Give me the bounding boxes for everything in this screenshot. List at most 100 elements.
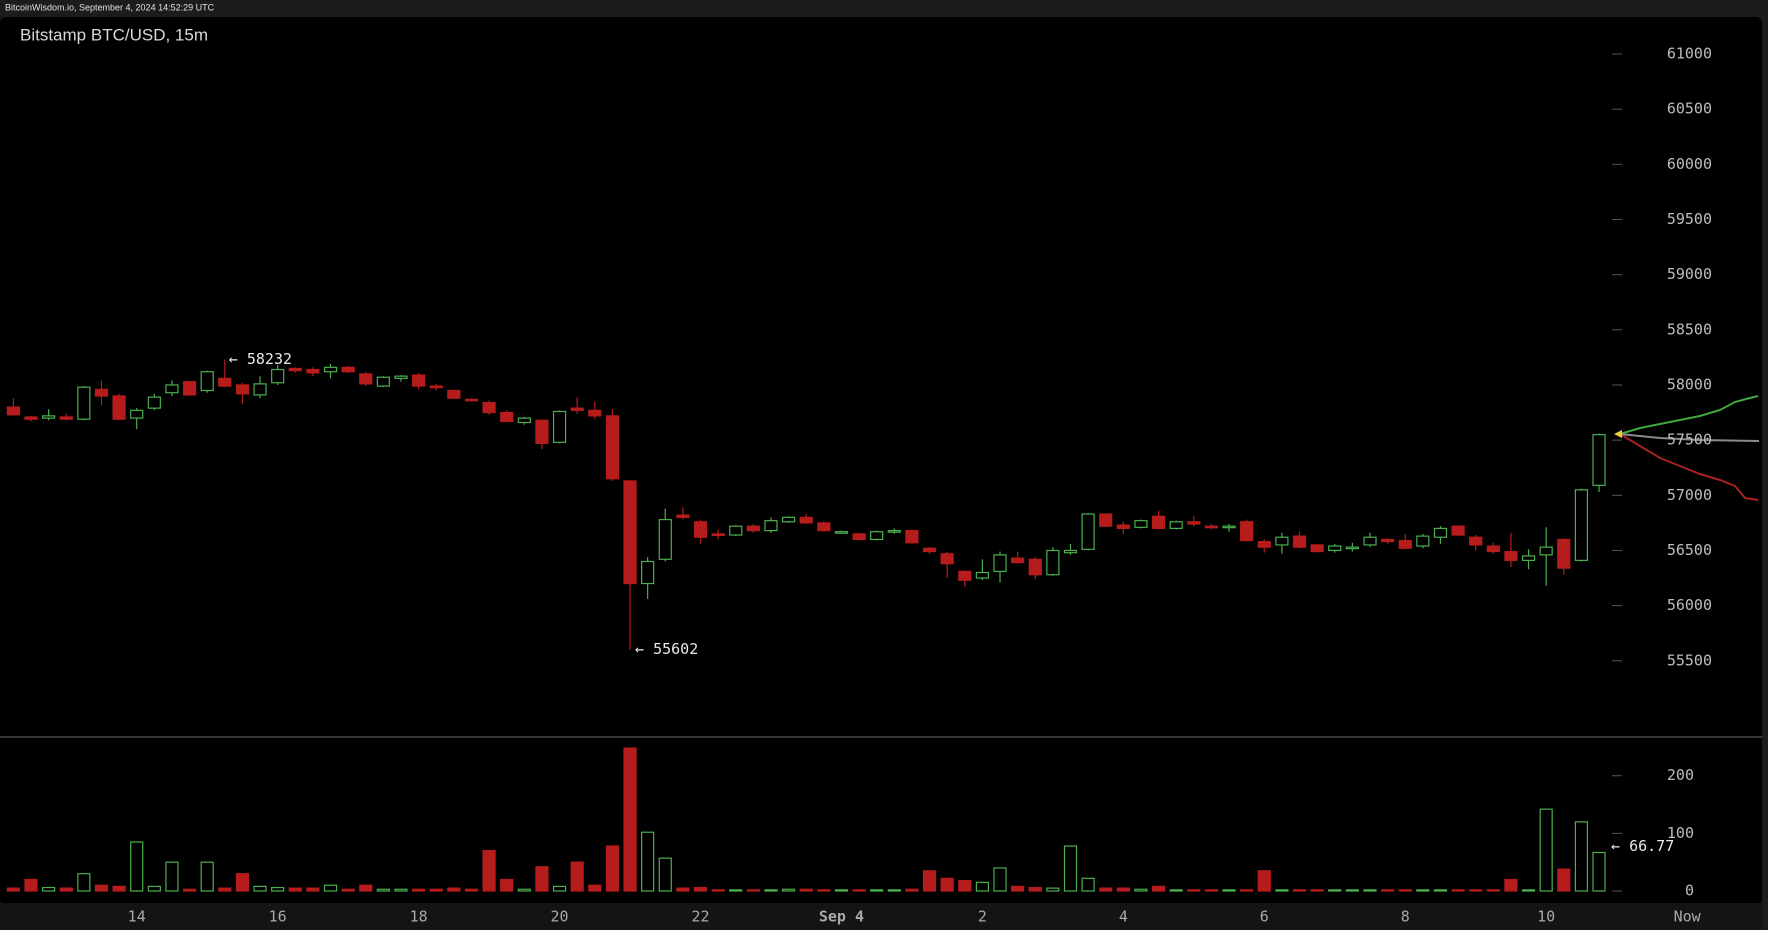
candle-body: [570, 407, 584, 411]
y-tick-label: 55500: [1667, 651, 1712, 669]
candle-body: [42, 415, 56, 419]
candle-body: [993, 554, 1007, 573]
candle-body: [482, 402, 496, 414]
candle-body: [1557, 538, 1571, 569]
candle-body: [1363, 536, 1377, 546]
volume-bar: [271, 886, 285, 892]
y-tick-label: 61000: [1667, 45, 1712, 63]
volume-bar: [729, 889, 743, 892]
candle-body: [817, 522, 831, 532]
volume-bar: [641, 831, 655, 892]
x-tick-label: 10: [1537, 908, 1555, 926]
candle-body: [922, 547, 937, 553]
candle-body: [870, 531, 884, 541]
candle-body: [641, 560, 655, 585]
candle-body: [1275, 536, 1289, 546]
volume-bar: [1116, 887, 1130, 892]
candle-body: [1504, 550, 1518, 561]
volume-bar: [77, 873, 91, 892]
volume-bar: [429, 888, 443, 892]
x-tick-label: 14: [128, 908, 146, 926]
candle-body: [729, 525, 743, 536]
candle-body: [1292, 535, 1307, 548]
volume-bar: [870, 889, 884, 892]
candle-body: [623, 480, 637, 585]
volume-bar: [535, 866, 549, 892]
volume-bar: [1046, 887, 1060, 892]
x-tick-label: 18: [410, 908, 428, 926]
candle-body: [24, 416, 38, 420]
candle-body: [1187, 521, 1201, 525]
header: BitcoinWisdom.io, September 4, 2024 14:5…: [5, 2, 215, 12]
candle-body: [1257, 541, 1271, 548]
candle-body: [1521, 555, 1536, 561]
candle-body: [1204, 525, 1219, 529]
volume-bar: [447, 887, 461, 892]
volume-bar: [1504, 878, 1518, 892]
volume-bar: [412, 888, 426, 892]
volume-bar: [147, 885, 161, 892]
candle-body: [1574, 489, 1589, 561]
candle-body: [1310, 544, 1324, 553]
volume-bar: [517, 888, 531, 892]
volume-bar: [1557, 868, 1571, 892]
candle-body: [1046, 549, 1060, 576]
volume-bar: [676, 887, 690, 892]
volume-bar: [922, 870, 937, 892]
volume-bar: [1381, 889, 1395, 892]
candle-body: [1151, 515, 1166, 529]
candle-body: [464, 398, 479, 402]
volume-bar: [1240, 889, 1254, 892]
candle-body: [1222, 525, 1236, 529]
candle-body: [1592, 434, 1606, 486]
candle-body: [200, 371, 214, 392]
x-tick-label: 8: [1401, 908, 1410, 926]
candle-body: [130, 409, 144, 419]
candle-body: [834, 531, 849, 534]
annotation: ← 55602: [635, 640, 698, 658]
candle-body: [940, 553, 954, 565]
volume-tick-label: 100: [1667, 824, 1694, 842]
volume-bar: [764, 889, 778, 892]
volume-bar: [1011, 885, 1025, 892]
volume-bar: [1363, 889, 1377, 892]
volume-bar: [1257, 870, 1271, 892]
candle-body: [1011, 557, 1025, 564]
x-tick-label: 20: [551, 908, 569, 926]
candle-body: [1381, 538, 1395, 543]
volume-bar: [112, 885, 126, 892]
candle-body: [218, 377, 232, 387]
volume-bar: [1028, 886, 1042, 892]
volume-bar: [1416, 889, 1430, 892]
candle-body: [1081, 513, 1095, 550]
volume-bar: [394, 888, 408, 892]
candle-body: [429, 385, 443, 389]
candle-body: [1328, 545, 1342, 552]
volume-bar: [323, 884, 338, 892]
x-tick-label: Now: [1674, 908, 1702, 926]
volume-bar: [1275, 889, 1289, 892]
volume-bar: [341, 888, 355, 892]
candle-body: [1099, 513, 1113, 527]
volume-bar: [94, 884, 109, 892]
volume-bar: [817, 889, 831, 892]
y-tick-label: 56000: [1667, 596, 1712, 614]
volume-bar: [1310, 889, 1324, 892]
y-tick-label: 58000: [1667, 375, 1712, 393]
candle-body: [359, 373, 373, 385]
volume-tick-label: 200: [1667, 766, 1694, 784]
candle-body: [1451, 525, 1465, 536]
volume-bar: [658, 857, 672, 892]
x-tick-label: 16: [269, 908, 287, 926]
volume-bar: [1486, 889, 1500, 892]
candle-body: [500, 411, 514, 422]
candle-body: [235, 384, 250, 395]
volume-bar: [253, 885, 267, 892]
volume-bar: [306, 887, 320, 892]
y-tick-label: 57000: [1667, 486, 1712, 504]
volume-bar: [42, 886, 56, 892]
candle-body: [552, 410, 567, 443]
candle-body: [1028, 558, 1042, 576]
candle-body: [887, 529, 901, 533]
